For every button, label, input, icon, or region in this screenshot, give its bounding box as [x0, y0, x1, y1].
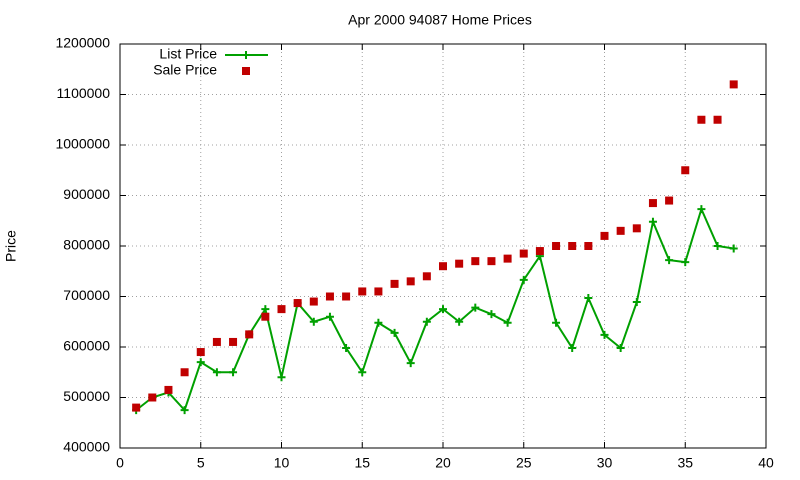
point-marker	[261, 312, 270, 321]
series-line	[135, 206, 734, 413]
y-tick-label: 600000	[63, 338, 110, 354]
point-marker	[229, 337, 238, 346]
point-marker	[455, 317, 464, 326]
point-marker	[471, 303, 480, 312]
y-tick-label: 800000	[63, 237, 110, 253]
chart-title: Apr 2000 94087 Home Prices	[348, 12, 532, 28]
point-marker	[697, 115, 706, 124]
point-marker	[584, 294, 593, 303]
y-tick-label: 700000	[63, 287, 110, 303]
point-marker	[261, 305, 270, 314]
x-tick-label: 0	[116, 455, 124, 471]
point-marker	[180, 406, 189, 415]
point-marker	[390, 328, 399, 337]
point-marker	[180, 368, 189, 377]
point-marker	[229, 368, 238, 377]
point-marker	[568, 242, 577, 250]
point-marker	[681, 166, 690, 175]
x-tick-label: 35	[677, 455, 693, 471]
point-marker	[600, 231, 609, 240]
point-marker	[697, 205, 706, 214]
point-marker	[729, 80, 738, 89]
point-marker	[439, 262, 447, 271]
point-marker	[132, 403, 141, 412]
x-tick-label: 20	[435, 455, 451, 471]
point-marker	[342, 344, 351, 353]
point-marker	[325, 312, 334, 321]
point-marker	[342, 292, 351, 301]
legend-marker	[242, 67, 250, 75]
legend-label: List Price	[159, 46, 217, 62]
point-marker	[665, 196, 674, 205]
point-marker	[487, 257, 496, 266]
point-marker	[422, 317, 431, 326]
y-tick-label: 1200000	[55, 35, 110, 51]
point-marker	[309, 297, 318, 306]
y-axis-label: Price	[3, 230, 19, 262]
x-tick-label: 5	[197, 455, 205, 471]
x-tick-label: 10	[274, 455, 290, 471]
point-marker	[293, 299, 302, 308]
y-tick-label: 900000	[63, 186, 110, 202]
y-tick-label: 1000000	[55, 136, 110, 152]
point-marker	[358, 368, 367, 377]
plot-frame	[119, 43, 767, 449]
x-tick-label: 30	[597, 455, 613, 471]
point-marker	[309, 317, 318, 326]
point-marker	[148, 393, 157, 402]
y-tick-label: 1100000	[57, 85, 111, 101]
point-marker	[616, 226, 625, 235]
x-tick-label: 25	[516, 455, 532, 471]
x-tick-label: 40	[758, 455, 774, 471]
point-marker	[164, 385, 173, 394]
point-marker	[665, 256, 674, 265]
point-marker	[568, 344, 577, 353]
point-marker	[325, 292, 334, 301]
point-marker	[390, 279, 399, 288]
point-marker	[503, 254, 512, 263]
legend-label: Sale Price	[153, 62, 217, 78]
point-marker	[632, 298, 641, 307]
point-marker	[535, 247, 544, 256]
point-marker	[212, 337, 221, 346]
legend-marker	[242, 51, 250, 59]
point-marker	[245, 330, 254, 339]
point-marker	[584, 242, 593, 250]
point-marker	[406, 277, 415, 286]
point-marker	[406, 359, 415, 368]
point-marker	[212, 368, 221, 377]
point-marker	[552, 242, 561, 250]
point-marker	[600, 330, 609, 339]
point-marker	[713, 242, 722, 250]
point-marker	[374, 287, 383, 296]
point-marker	[439, 305, 447, 314]
y-tick-label: 500000	[63, 388, 110, 404]
point-marker	[729, 244, 738, 253]
point-marker	[471, 257, 480, 266]
point-marker	[277, 305, 286, 314]
point-marker	[519, 249, 528, 258]
point-marker	[713, 115, 722, 124]
point-marker	[519, 275, 528, 284]
point-marker	[632, 224, 641, 233]
point-marker	[487, 310, 496, 319]
point-marker	[374, 318, 383, 327]
y-tick-label: 400000	[63, 439, 110, 455]
point-marker	[358, 287, 367, 296]
point-marker	[196, 358, 205, 367]
point-marker	[277, 373, 286, 382]
point-marker	[503, 318, 512, 327]
point-marker	[648, 217, 657, 226]
point-marker	[196, 348, 205, 357]
x-tick-label: 15	[354, 455, 370, 471]
point-marker	[422, 272, 431, 281]
point-marker	[552, 318, 561, 327]
point-marker	[616, 344, 625, 353]
point-marker	[455, 259, 464, 268]
point-marker	[681, 258, 690, 267]
point-marker	[648, 199, 657, 208]
